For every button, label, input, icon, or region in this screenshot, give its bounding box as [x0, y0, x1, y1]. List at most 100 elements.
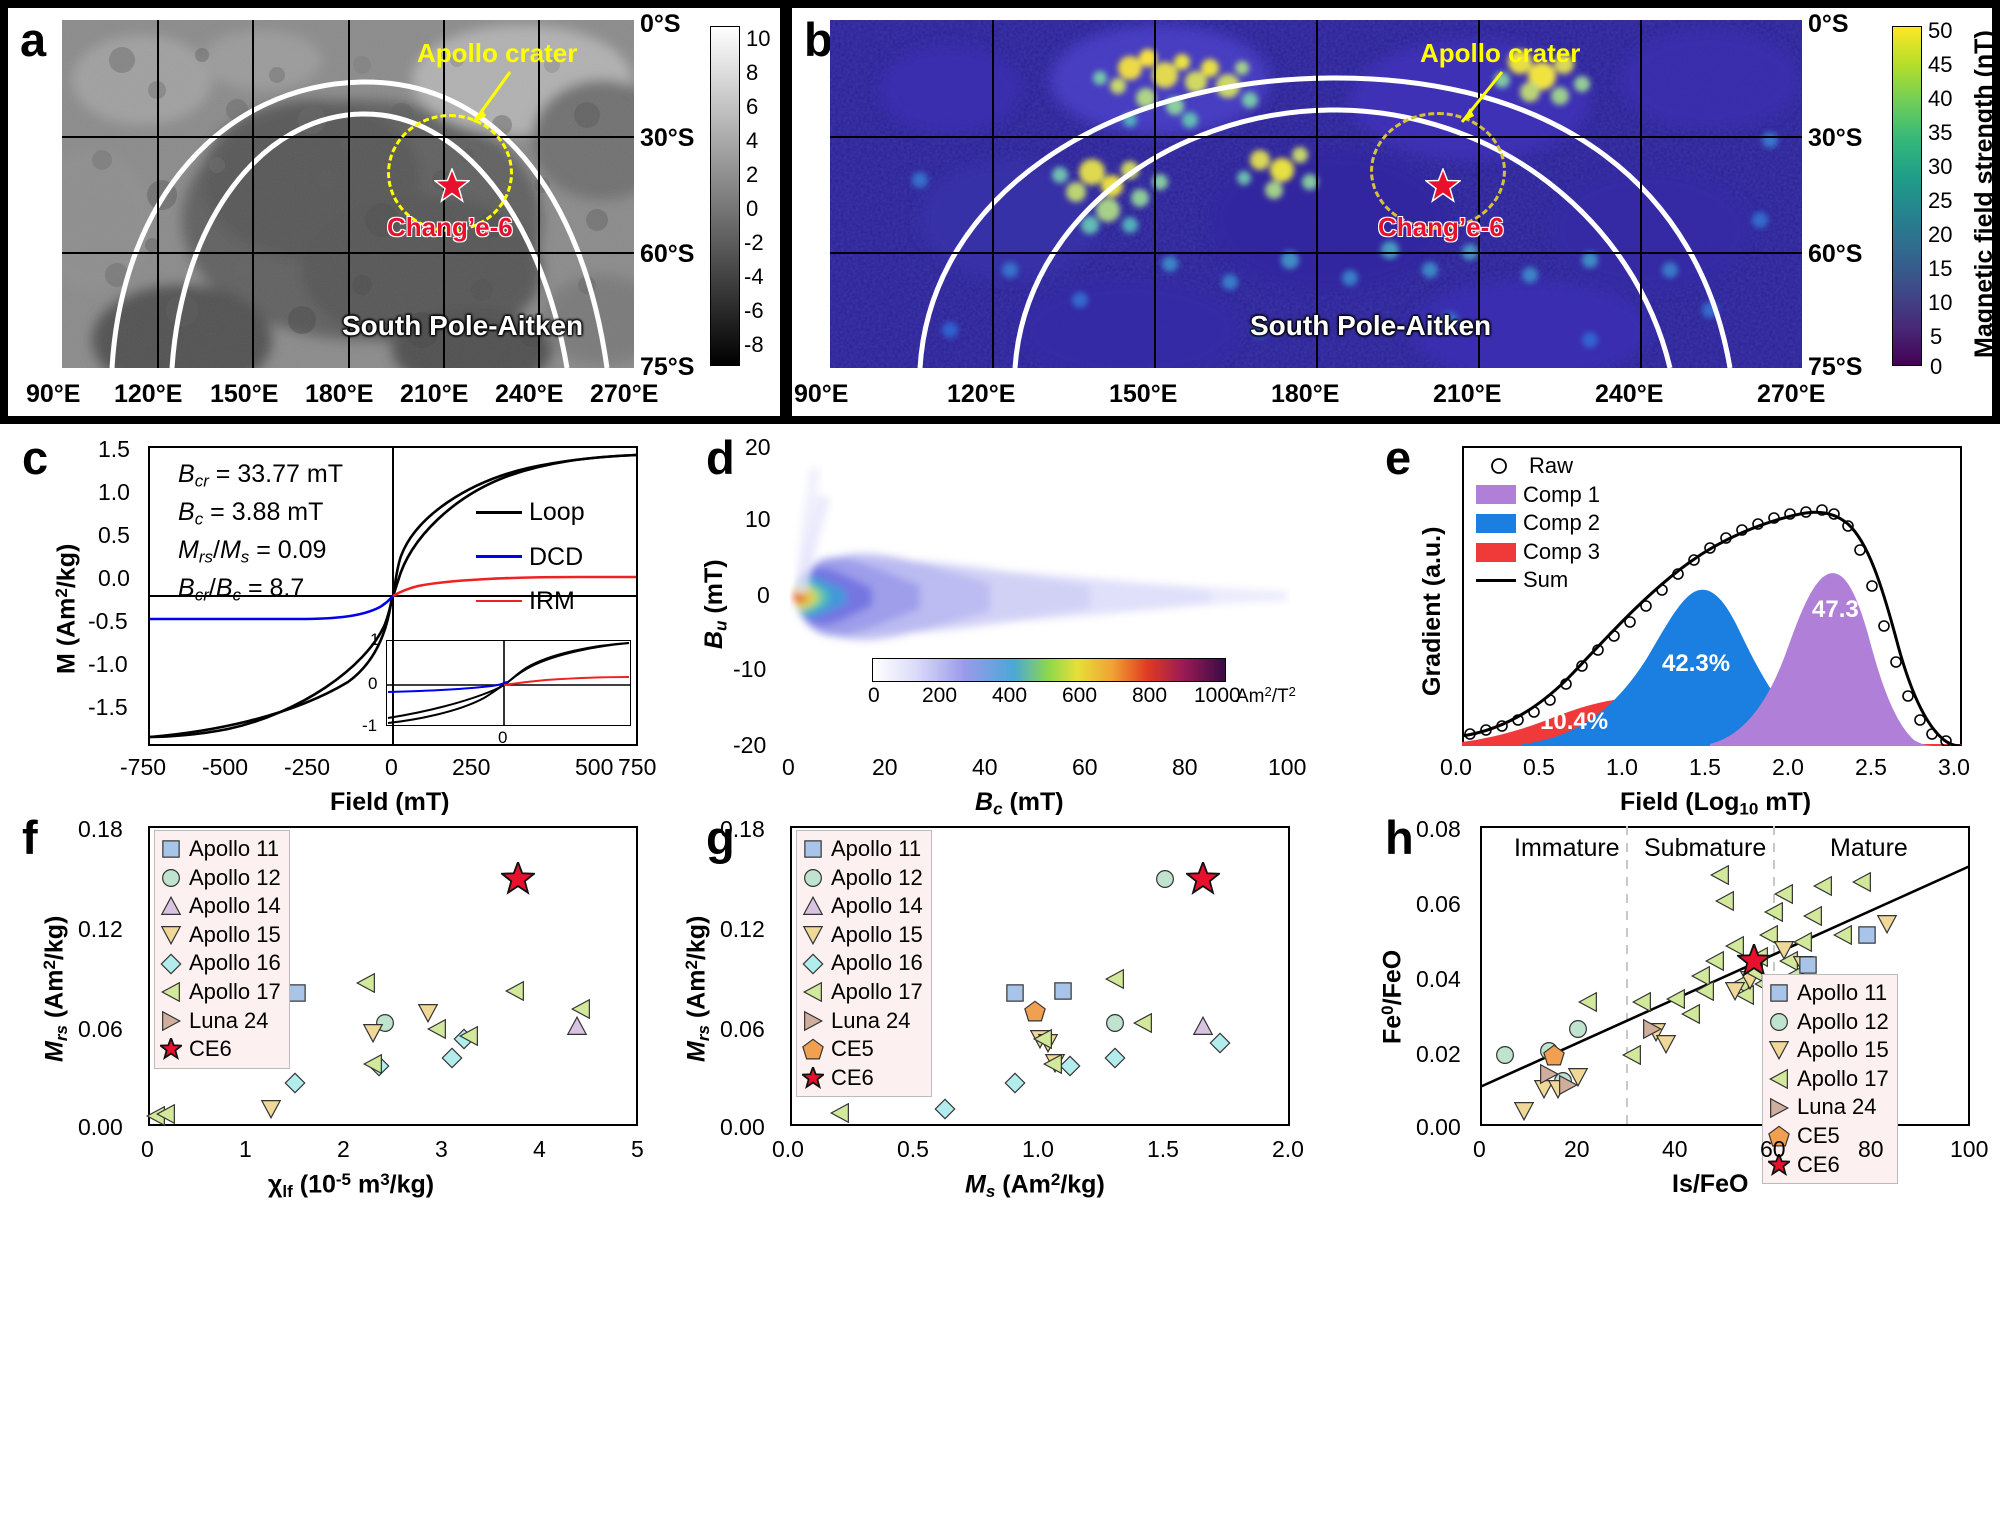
apollo-15-marker-icon: [802, 924, 824, 946]
data-point: [1737, 944, 1772, 978]
panel-b-xtick-3: 180°E: [1271, 380, 1340, 408]
data-point: [362, 1022, 384, 1044]
panel-c-stat-1: Bc = 3.88 mT: [178, 497, 324, 529]
panel-a-cb-tick-4: 2: [746, 162, 759, 187]
panel-e-curves: [1462, 504, 1962, 746]
panel-h-xtick-4: 80: [1858, 1136, 1884, 1162]
data-point: [1104, 968, 1126, 990]
panel-c-ytick-3: 0.0: [98, 565, 130, 591]
data-point: [441, 1047, 463, 1069]
panel-d-ytick-3: -10: [733, 656, 767, 682]
panel-g-legend: Apollo 11 Apollo 12 Apollo 14 Apollo 15 …: [796, 830, 932, 1098]
data-point: [1704, 950, 1726, 972]
spa-basin-label-a: South Pole-Aitken: [342, 310, 584, 341]
panel-g-xtick-4: 2.0: [1272, 1136, 1304, 1162]
panel-h-ytick-2: 0.04: [1416, 966, 1461, 992]
data-point: [566, 1015, 588, 1037]
ce6-marker-icon: [802, 1067, 824, 1090]
data-point: [1832, 924, 1854, 946]
panel-c-ytick-2: 0.5: [98, 522, 130, 548]
legend-item-irm: IRM: [476, 585, 585, 618]
panel-a-cb-tick-7: -4: [744, 264, 764, 289]
luna-24-marker-icon: [802, 1010, 824, 1032]
panel-a-xtick-0: 90°E: [26, 380, 81, 408]
panel-e-label: e: [1385, 431, 1412, 484]
data-point: [1773, 939, 1795, 961]
panel-c-stat-2: Mrs/Ms = 0.09: [178, 535, 327, 567]
panel-a-xtick-3: 180°E: [305, 380, 374, 408]
data-point: [1665, 988, 1687, 1010]
panel-e-plot: 47.3% 42.3% 10.4% Raw Comp 1 Comp 2 Comp…: [1462, 446, 1962, 746]
data-point: [1621, 1044, 1643, 1066]
panel-b-xtick-1: 120°E: [947, 380, 1016, 408]
data-point: [284, 1072, 306, 1094]
legend-item-luna-24: Luna 24: [802, 1007, 923, 1036]
legend-item-apollo-11: Apollo 11: [802, 835, 923, 864]
panel-g-xtick-1: 0.5: [897, 1136, 929, 1162]
panel-b-ytick-0: 0°S: [1808, 10, 1849, 38]
data-point: [1655, 1033, 1677, 1055]
panel-c-plot: 1 0 -1 0 Bcr = 33.77 mT Bc = 3.88 mT Mrs…: [148, 446, 638, 747]
panel-e-xtick-2: 1.0: [1606, 754, 1638, 780]
data-point: [155, 1103, 177, 1125]
apollo-crater-label-b: Apollo crater: [1420, 38, 1581, 68]
data-point: [1797, 954, 1819, 976]
panel-c-inset-ytick-0: 1: [370, 630, 380, 649]
panel-e-comp2-pct: 42.3%: [1662, 650, 1731, 677]
panel-d-cb-tick-4: 800: [1132, 684, 1168, 707]
panel-h-xtick-3: 60: [1760, 1136, 1786, 1162]
panel-g-scatter-layer: [790, 826, 1290, 1126]
data-point: [1209, 1032, 1231, 1054]
panel-h-legend: Apollo 11 Apollo 12 Apollo 15 Apollo 17 …: [1762, 974, 1898, 1185]
legend-item-ce6: CE6: [160, 1035, 281, 1064]
legend-item-ce5: CE5: [802, 1035, 923, 1064]
panel-h-zone-submature: Submature: [1644, 834, 1767, 862]
panel-g-label: g: [706, 811, 735, 864]
panel-c-label: c: [22, 431, 49, 484]
panel-h-frame: [1480, 826, 1970, 1126]
panel-a-label: a: [20, 13, 47, 66]
panel-f-xlabel: χlf (10-5 m3/kg): [268, 1170, 435, 1201]
data-point: [1851, 871, 1873, 893]
legend-item-sum: Sum: [1476, 566, 1600, 595]
panel-a-cb-tick-5: 0: [746, 196, 759, 221]
data-point: [1758, 924, 1780, 946]
panel-d-plot: 0 200 400 600 800 1000 Am2/T2: [790, 446, 1296, 746]
panel-h-ytick-3: 0.06: [1416, 891, 1461, 917]
panel-b-cb-tick-0: 50: [1928, 18, 1953, 43]
apollo-14-marker-icon: [160, 895, 182, 917]
panel-b-cb-tick-2: 40: [1928, 86, 1953, 111]
panel-a-cb-tick-3: 4: [746, 128, 759, 153]
apollo-crater-outline-a: [387, 114, 513, 232]
panel-d-colorbar: [872, 658, 1226, 682]
data-point: [1714, 890, 1736, 912]
panel-d-ytick-4: -20: [733, 732, 767, 758]
data-point: [1792, 931, 1814, 953]
panel-c-xtick-4: 250: [452, 754, 491, 780]
panel-g-ytick-2: 0.12: [720, 916, 765, 942]
apollo-crater-label-a: Apollo crater: [417, 38, 578, 68]
data-point: [1032, 1028, 1054, 1050]
panel-g-xtick-2: 1.0: [1022, 1136, 1054, 1162]
data-point: [1724, 935, 1746, 957]
panel-a-cb-tick-9: -8: [744, 332, 764, 357]
panel-e-ylabel: Gradient (a.u.): [1418, 526, 1446, 696]
data-point: [1059, 1055, 1081, 1077]
panel-g-ylabel: Mrs (Am2/kg): [682, 915, 713, 1062]
panel-b-cb-tick-1: 45: [1928, 52, 1953, 77]
panel-c-inset-ytick-1: 0: [368, 674, 378, 693]
panel-d-ytick-0: 20: [745, 434, 771, 460]
panel-b-xtick-5: 240°E: [1595, 380, 1664, 408]
legend-item-apollo-12: Apollo 12: [1768, 1008, 1889, 1037]
panel-e-xlabel: Field (Log10 mT): [1620, 788, 1812, 819]
legend-item-apollo-15: Apollo 15: [802, 921, 923, 950]
panel-h-guides: [1480, 826, 1970, 1126]
comp1-color-swatch: [1476, 485, 1516, 505]
panel-c-inset: 1 0 -1 0: [346, 630, 634, 747]
panel-a-map: Apollo crater Chang’e-6 South Pole-Aitke…: [62, 20, 634, 368]
panel-c-legend: Loop DCD IRM: [476, 496, 585, 618]
panel-g-ytick-1: 0.06: [720, 1016, 765, 1042]
luna-24-marker-icon: [1768, 1097, 1790, 1119]
sum-line-swatch: [1476, 579, 1516, 583]
panel-f-legend: Apollo 11 Apollo 12 Apollo 14 Apollo 15 …: [154, 830, 290, 1069]
